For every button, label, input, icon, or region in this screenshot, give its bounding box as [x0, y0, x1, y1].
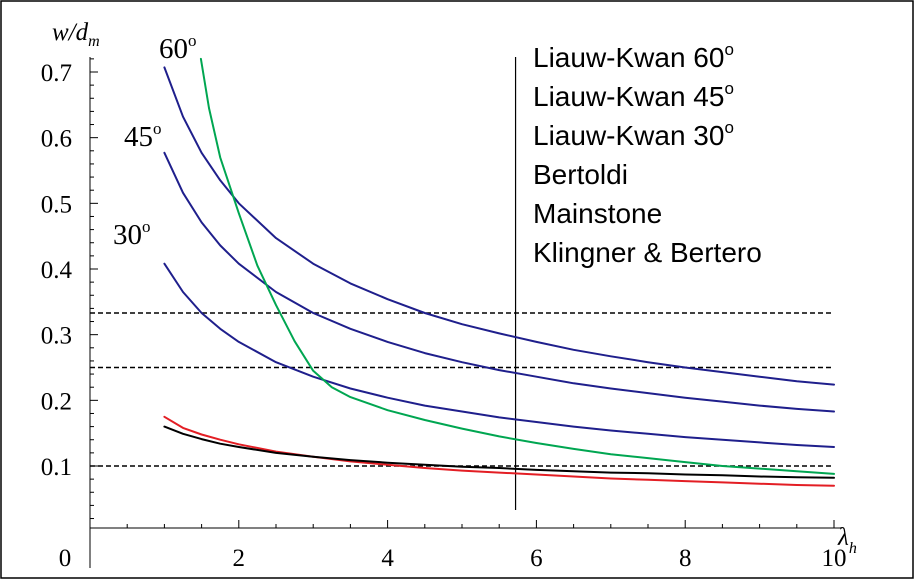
y-tick-label: 0.7 [41, 60, 72, 87]
y-axis-title: w/dm [52, 19, 100, 50]
y-minor-ticks [90, 58, 98, 520]
series-line-lk45 [163, 151, 835, 413]
y-tick-label: 0.6 [41, 126, 72, 153]
y-tick-label: 0.2 [41, 388, 72, 415]
x-axis-title: λh [837, 524, 857, 557]
legend-item-liauw-kwan-45: Liauw-Kwan 45o [533, 79, 734, 112]
legend-item-klingner-bertero: Klingner & Bertero [533, 237, 762, 268]
y-tick-labels: 0.1 0.2 0.3 0.4 0.5 0.6 0.7 [41, 60, 73, 481]
legend-item-mainstone: Mainstone [533, 198, 662, 229]
y-tick-label: 0.3 [41, 323, 72, 350]
x-tick-label: 10 [822, 545, 847, 572]
x-tick-label: 6 [530, 545, 543, 572]
y-tick-label: 0.1 [41, 454, 72, 481]
legend-item-liauw-kwan-60: Liauw-Kwan 60o [533, 40, 734, 73]
y-tick-label: 0.5 [41, 191, 72, 218]
x-minor-ticks [89, 520, 835, 528]
series-line-lk30 [163, 262, 835, 448]
series-line-bertoldi [199, 57, 835, 475]
curve-label-45: 45o [124, 119, 162, 153]
series-line-klingner_bertero [163, 425, 835, 479]
curve-label-30: 30o [113, 217, 151, 251]
legend: Liauw-Kwan 60o Liauw-Kwan 45o Liauw-Kwan… [533, 40, 762, 268]
curve-label-60: 60o [159, 31, 197, 65]
series-line-mainstone [163, 415, 835, 487]
legend-item-liauw-kwan-30: Liauw-Kwan 30o [533, 118, 734, 151]
series-layer [163, 57, 835, 487]
y-tick-label: 0.4 [41, 257, 73, 284]
x-tick-labels: 0 2 4 6 8 10 [59, 545, 847, 572]
x-tick-label: 0 [59, 545, 72, 572]
x-tick-label: 4 [381, 545, 394, 572]
legend-item-bertoldi: Bertoldi [533, 159, 628, 190]
series-line-lk60 [163, 66, 835, 386]
x-tick-label: 8 [679, 545, 692, 572]
x-tick-label: 2 [233, 545, 246, 572]
